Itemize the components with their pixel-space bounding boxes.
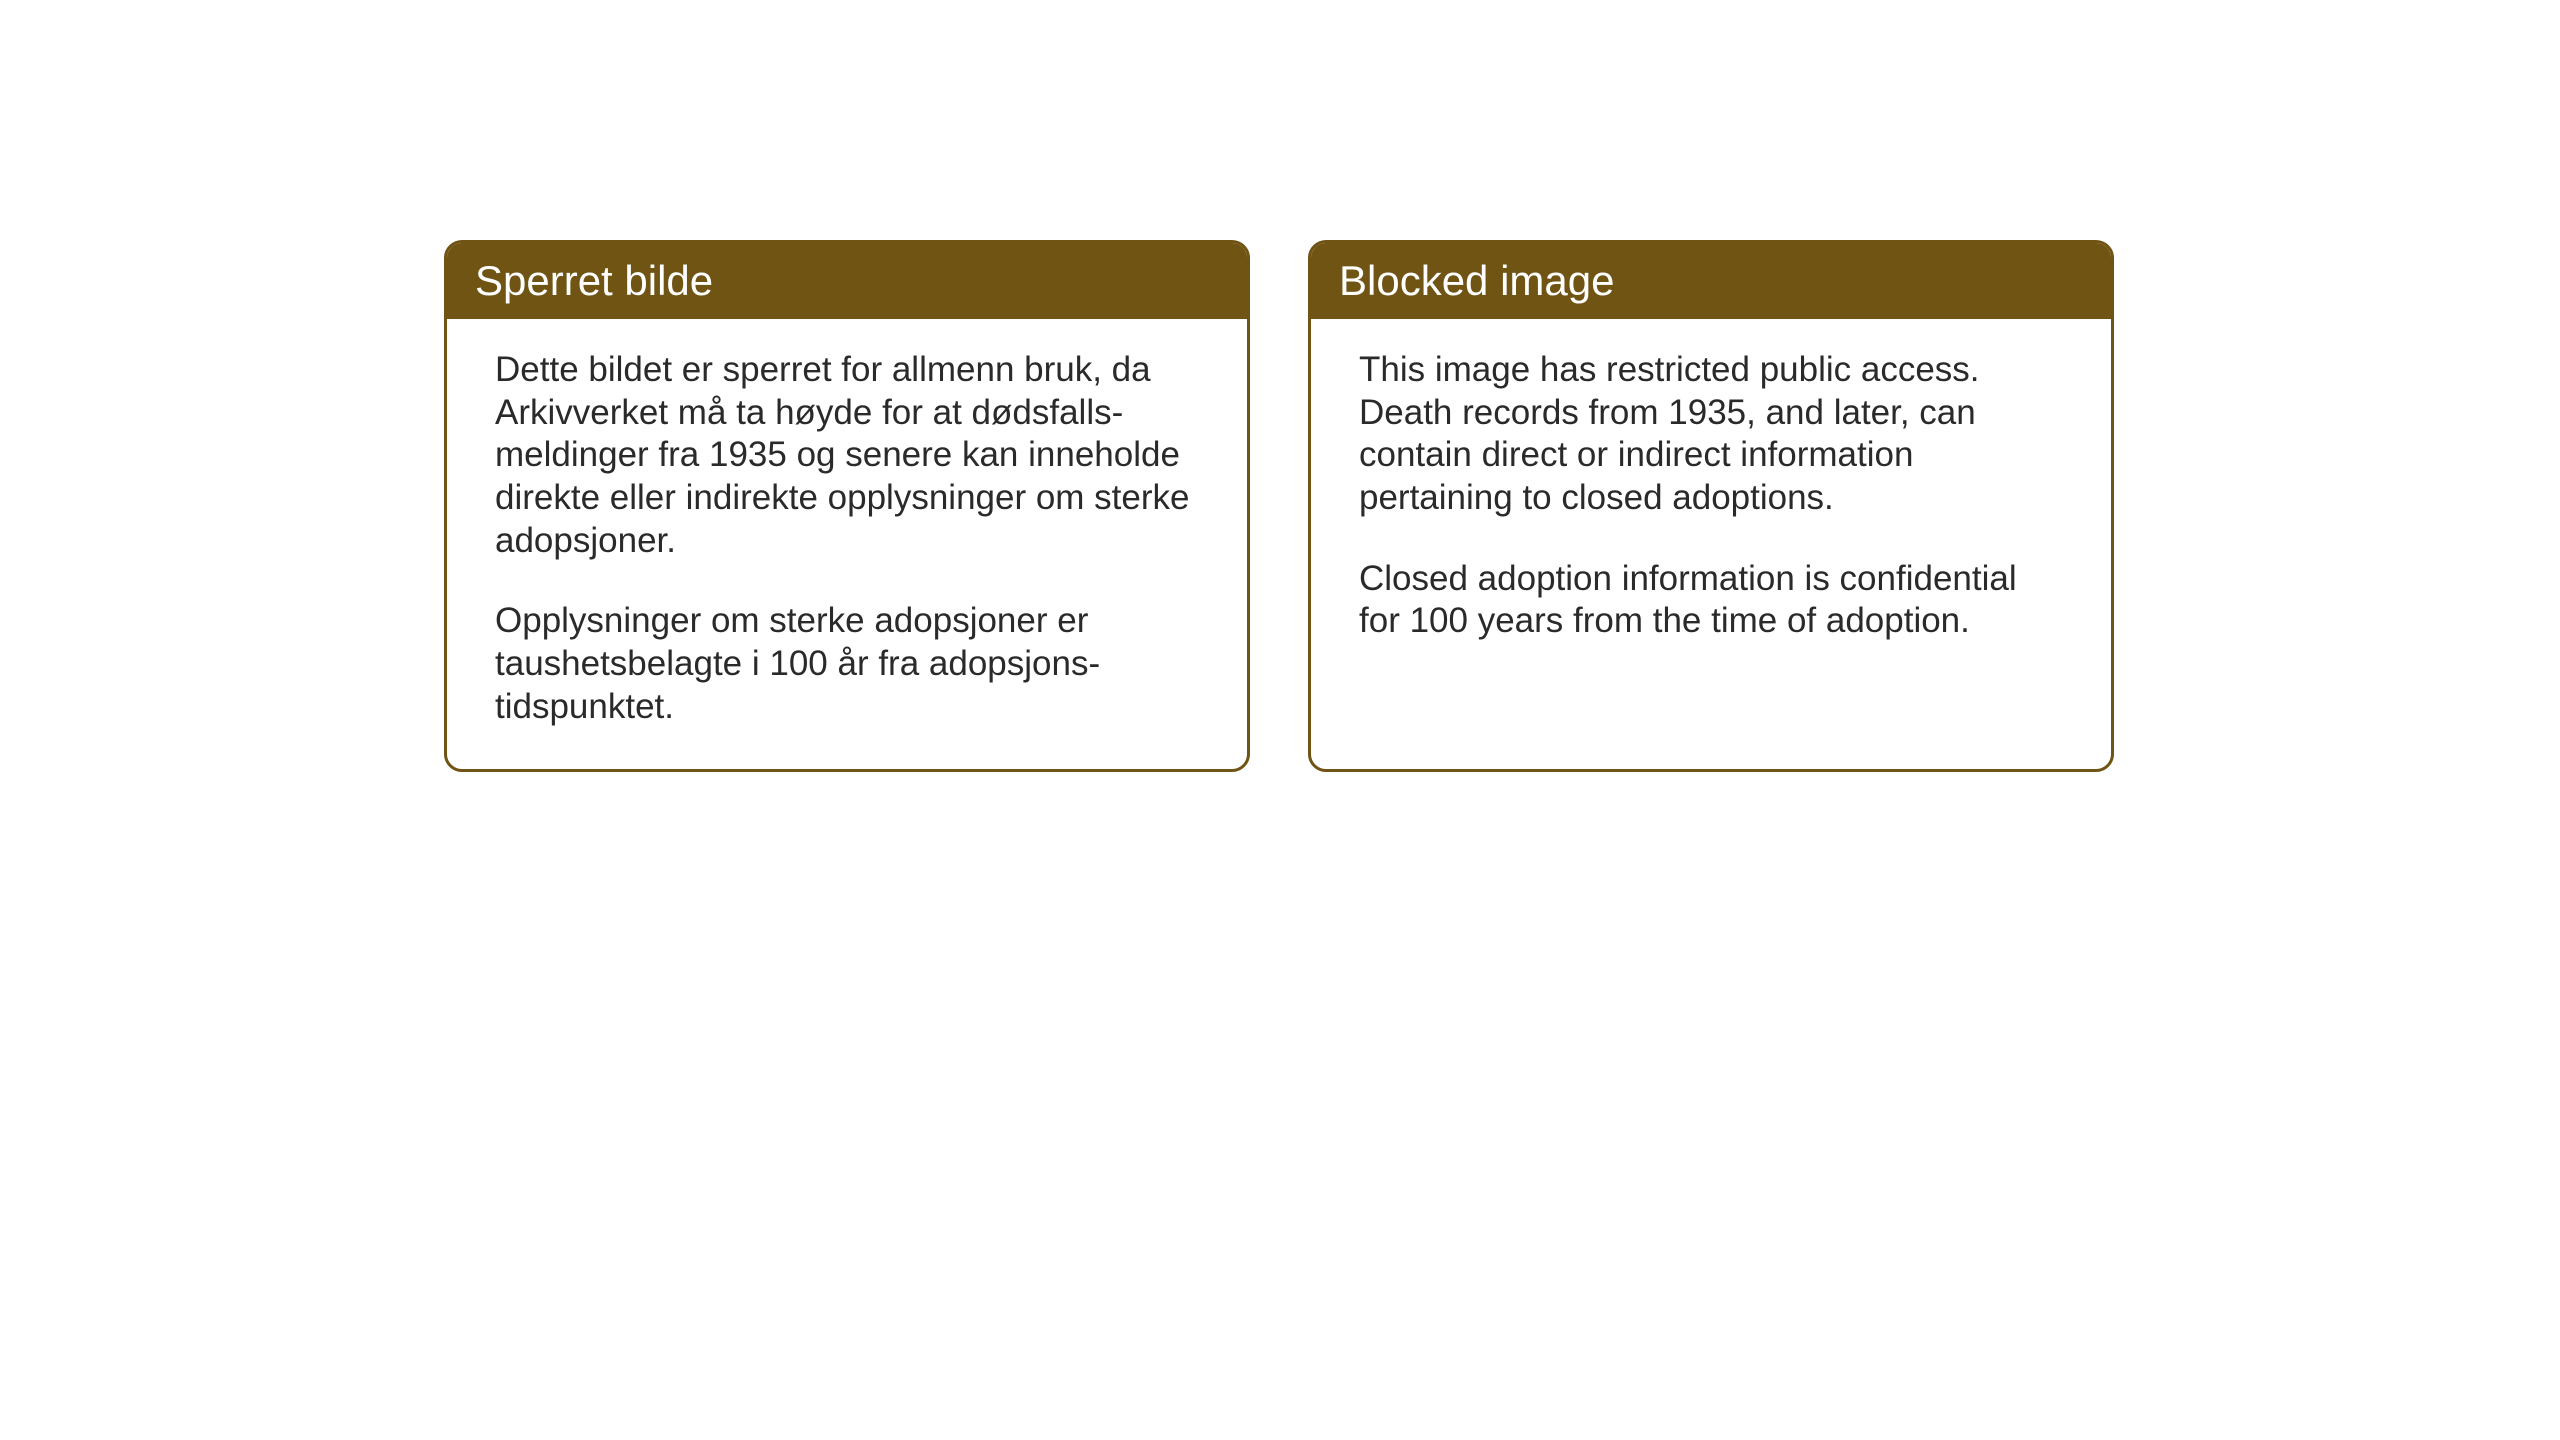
- card-body: Dette bildet er sperret for allmenn bruk…: [447, 319, 1247, 769]
- card-paragraph: Opplysninger om sterke adopsjoner er tau…: [495, 600, 1199, 728]
- card-title: Sperret bilde: [475, 257, 713, 304]
- card-norwegian: Sperret bilde Dette bildet er sperret fo…: [444, 240, 1250, 772]
- card-header: Blocked image: [1311, 243, 2111, 319]
- card-paragraph: This image has restricted public access.…: [1359, 349, 2063, 520]
- card-paragraph: Dette bildet er sperret for allmenn bruk…: [495, 349, 1199, 562]
- cards-container: Sperret bilde Dette bildet er sperret fo…: [444, 240, 2114, 772]
- card-title: Blocked image: [1339, 257, 1614, 304]
- card-english: Blocked image This image has restricted …: [1308, 240, 2114, 772]
- card-paragraph: Closed adoption information is confident…: [1359, 558, 2063, 643]
- card-body: This image has restricted public access.…: [1311, 319, 2111, 709]
- card-header: Sperret bilde: [447, 243, 1247, 319]
